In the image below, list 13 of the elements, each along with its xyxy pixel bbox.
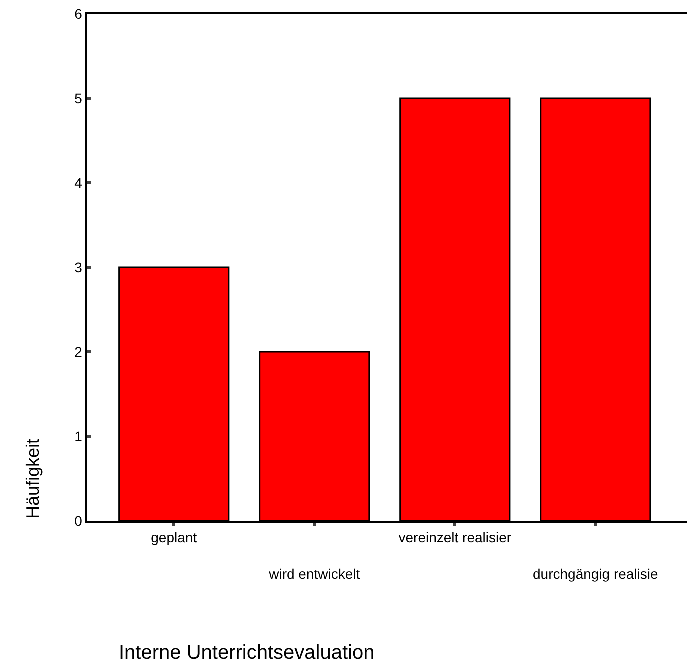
x-tick-label: durchgängig realisie: [533, 566, 659, 582]
y-tick-label: 1: [74, 428, 83, 444]
y-tick-label: 0: [74, 512, 83, 529]
y-tick-label: 2: [74, 344, 83, 360]
y-tick-label: 5: [74, 90, 83, 106]
x-tick-label: geplant: [151, 530, 198, 546]
x-tick-label: wird entwickelt: [268, 566, 360, 582]
y-tick-label: 4: [74, 174, 83, 191]
y-axis-title: Häufigkeit: [23, 438, 43, 519]
y-tick-label: 6: [74, 6, 83, 22]
x-axis-title: Interne Unterrichtsevaluation: [119, 642, 375, 663]
y-tick-label: 3: [74, 259, 83, 276]
x-tick-label: vereinzelt realisier: [398, 530, 512, 546]
